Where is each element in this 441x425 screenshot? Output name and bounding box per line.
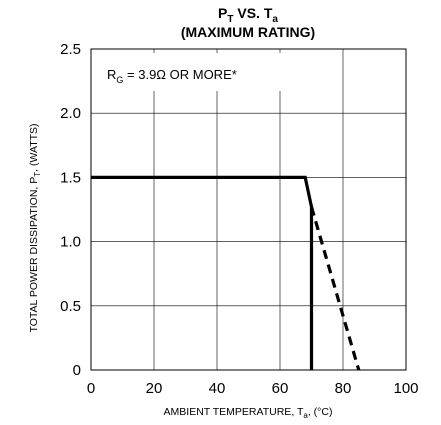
solid-derating-line bbox=[91, 175, 314, 370]
chart-subtitle: (MAXIMUM RATING) bbox=[181, 24, 315, 40]
x-tick-label: 40 bbox=[209, 380, 226, 397]
y-tick-label: 1.5 bbox=[60, 169, 81, 186]
annotation-box bbox=[95, 53, 285, 91]
y-tick-label: 0 bbox=[73, 362, 81, 379]
x-tick-label: 100 bbox=[393, 380, 418, 397]
dashed-derating-line bbox=[309, 206, 361, 371]
x-tick-label: 80 bbox=[335, 380, 352, 397]
y-tick-labels: 0 0.5 1.0 1.5 2.0 2.5 bbox=[60, 41, 81, 379]
series-group bbox=[91, 175, 361, 371]
y-tick-label: 2.5 bbox=[60, 41, 81, 58]
chart-title: PT VS. Ta bbox=[218, 5, 278, 25]
x-tick-labels: 0 20 40 60 80 100 bbox=[87, 380, 419, 397]
annotation-text: RG = 3.9Ω OR MORE* bbox=[107, 67, 237, 85]
x-tick-label: 0 bbox=[87, 380, 95, 397]
y-tick-label: 1.0 bbox=[60, 234, 81, 251]
plot-frame bbox=[90, 48, 407, 371]
x-axis-label: AMBIENT TEMPERATURE, Ta, (°C) bbox=[164, 406, 333, 420]
x-tick-label: 60 bbox=[272, 380, 289, 397]
y-axis-label: TOTAL POWER DISSIPATION, PT, (WATTS) bbox=[28, 123, 42, 332]
y-tick-label: 0.5 bbox=[60, 298, 81, 315]
x-tick-label: 20 bbox=[146, 380, 163, 397]
y-tick-label: 2.0 bbox=[60, 105, 81, 122]
grid bbox=[91, 49, 406, 370]
